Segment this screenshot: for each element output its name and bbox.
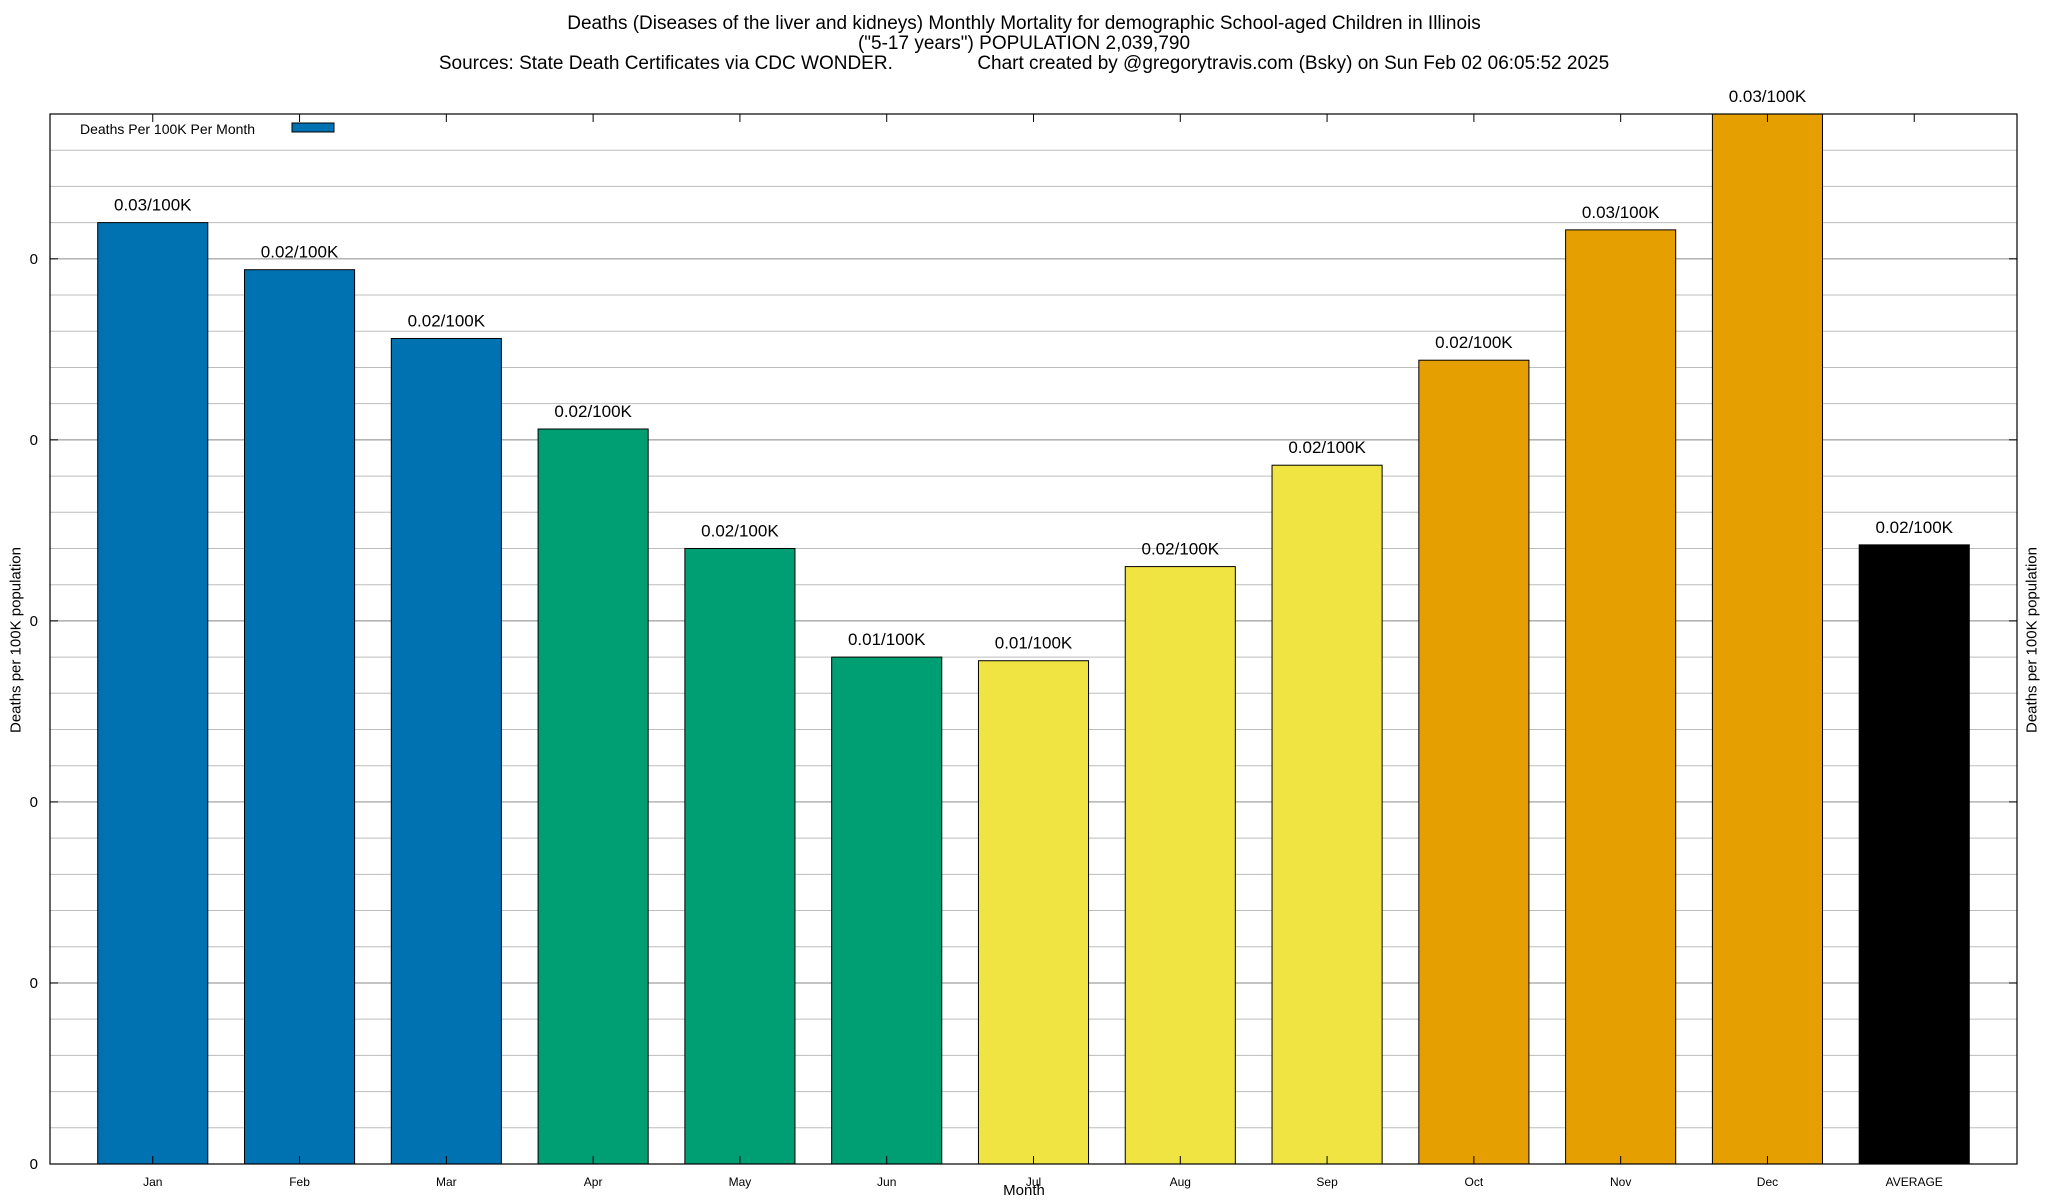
- data-label: 0.03/100K: [1729, 87, 1807, 106]
- data-label: 0.02/100K: [1288, 438, 1366, 457]
- y-tick-label: 0: [30, 1156, 38, 1173]
- data-label: 0.02/100K: [701, 521, 779, 540]
- data-label: 0.02/100K: [554, 402, 632, 421]
- y-tick-label: 0: [30, 432, 38, 449]
- bar: [684, 547, 796, 1165]
- bar: [243, 269, 356, 1165]
- data-label: 0.03/100K: [1582, 203, 1660, 222]
- chart-title: Deaths (Diseases of the liver and kidney…: [567, 13, 1481, 34]
- bar: [831, 656, 943, 1165]
- legend-swatch: [291, 122, 335, 133]
- plot-border: [49, 113, 2018, 1165]
- y2-axis-label: Deaths per 100K population: [2023, 547, 2041, 733]
- x-tick-label: Oct: [1465, 1175, 1484, 1189]
- data-label: 0.02/100K: [1142, 540, 1220, 559]
- y-tick-label: 0: [30, 794, 38, 811]
- x-tick-label: Dec: [1757, 1175, 1778, 1189]
- x-tick-label: Sep: [1316, 1175, 1338, 1189]
- x-tick-label: Aug: [1170, 1175, 1191, 1189]
- x-axis-label: Month: [1003, 1182, 1045, 1199]
- bar: [390, 337, 502, 1165]
- y-tick-label: 0: [30, 613, 38, 630]
- data-label: 0.02/100K: [261, 243, 339, 262]
- legend-label: Deaths Per 100K Per Month: [80, 121, 255, 137]
- chart-sources: Sources: State Death Certificates via CD…: [438, 53, 1610, 74]
- chart-subtitle: ("5-17 years") POPULATION 2,039,790: [857, 33, 1191, 54]
- bar: [1124, 566, 1236, 1165]
- y-axis-label: Deaths per 100K population: [7, 547, 25, 733]
- x-tick-label: Mar: [436, 1175, 457, 1189]
- bar: [1858, 544, 1970, 1165]
- x-tick-label: Jul: [1026, 1175, 1041, 1189]
- bar: [1418, 359, 1530, 1165]
- x-tick-label: Apr: [584, 1175, 603, 1189]
- x-tick-label: AVERAGE: [1886, 1175, 1943, 1189]
- x-tick-label: Feb: [289, 1175, 310, 1189]
- data-label: 0.03/100K: [114, 196, 192, 215]
- chart-title-block: Deaths (Diseases of the liver and kidney…: [0, 14, 2048, 74]
- data-label: 0.01/100K: [848, 630, 926, 649]
- bar: [97, 222, 209, 1165]
- x-tick-label: Jan: [143, 1175, 162, 1189]
- data-label: 0.02/100K: [408, 311, 486, 330]
- y-tick-label: 0: [30, 251, 38, 268]
- bar: [1565, 229, 1677, 1165]
- x-tick-label: Nov: [1610, 1175, 1631, 1189]
- x-tick-label: May: [729, 1175, 752, 1189]
- data-label: 0.02/100K: [1875, 518, 1953, 537]
- x-tick-label: Jun: [877, 1175, 896, 1189]
- bar: [1711, 113, 1824, 1165]
- bar: [537, 428, 649, 1165]
- data-label: 0.01/100K: [995, 634, 1073, 653]
- bar: [1271, 464, 1383, 1165]
- bar: [977, 660, 1090, 1165]
- data-label: 0.02/100K: [1435, 333, 1513, 352]
- y-tick-label: 0: [30, 975, 38, 992]
